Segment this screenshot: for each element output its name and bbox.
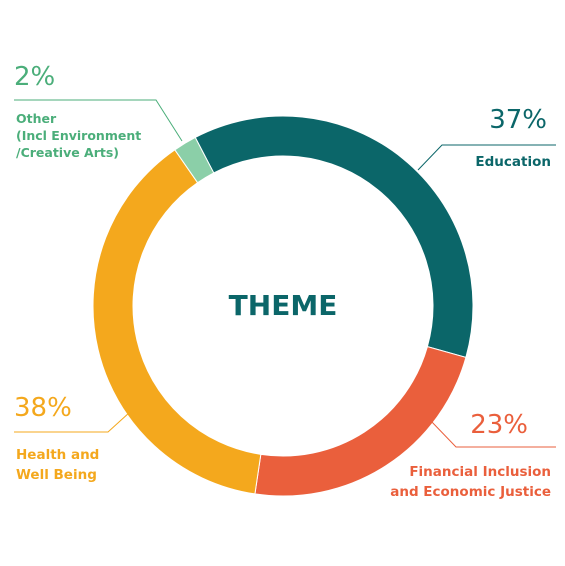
callout-line bbox=[417, 144, 556, 171]
value-label: 23% bbox=[470, 410, 528, 440]
callout-line bbox=[429, 419, 556, 448]
value-label: 38% bbox=[14, 393, 72, 423]
callout-line bbox=[14, 411, 131, 433]
category-label: Other (Incl Environment /Creative Arts) bbox=[16, 111, 142, 160]
category-label: Education bbox=[475, 154, 551, 170]
value-label: 2% bbox=[14, 62, 56, 92]
category-label: Financial Inclusion and Economic Justice bbox=[390, 464, 551, 500]
value-label: 37% bbox=[489, 105, 547, 135]
category-label: Health and Well Being bbox=[16, 447, 100, 483]
donut-segment bbox=[174, 136, 215, 184]
callout-line bbox=[14, 99, 183, 142]
center-label: THEME bbox=[229, 289, 338, 322]
